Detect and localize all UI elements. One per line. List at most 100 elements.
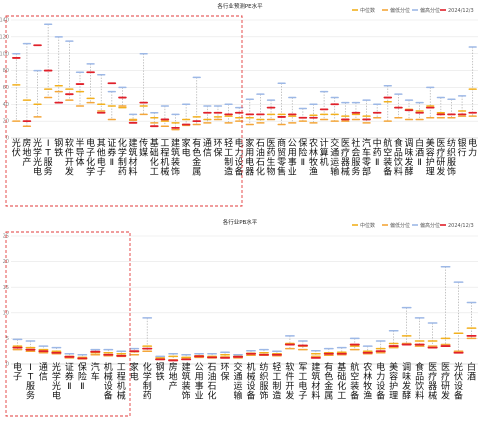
x-category-label: 轻工制造 (224, 137, 233, 178)
x-category-label: I T 服务 (44, 139, 53, 178)
x-category-label: 机械设备 (246, 361, 255, 402)
x-category-label: I T 服务 (26, 363, 35, 402)
x-category-label: 环保 (221, 362, 230, 383)
y-tick-label: 140 (0, 18, 9, 24)
x-category-label: 通信 (39, 362, 48, 383)
x-category-label: 家电 (130, 361, 139, 383)
x-category-label: 医疗器械 (428, 362, 437, 402)
y-tick-label: 120 (0, 34, 9, 40)
x-category-label: 房地产 (169, 361, 178, 392)
x-category-label: 农林牧渔 (309, 137, 318, 178)
pb-chart-title: 各行业PB水平 (223, 218, 258, 226)
pb-chart-ranges (17, 266, 472, 361)
pe-chart-title: 各行业预测PE水平 (217, 2, 263, 10)
x-category-label: 电力设备 (376, 361, 385, 402)
x-category-label: 航空装备 (350, 361, 359, 402)
x-category-label: 社会服务 (351, 137, 360, 178)
x-category-label: 光伏设备 (454, 361, 463, 402)
pe-highlight-box (5, 15, 243, 207)
x-category-label: 白酒 Ⅱ (415, 137, 424, 168)
x-category-label: 建筑材料 (129, 137, 138, 178)
x-category-label: 航空装备 (383, 137, 392, 178)
pe-chart-grid (11, 19, 478, 139)
x-category-label: 化学制药 (118, 137, 127, 178)
x-category-label: 军工电子 (298, 362, 307, 402)
x-category-label: 证券 Ⅱ (65, 362, 74, 392)
x-category-label: 通信 (203, 138, 212, 159)
x-category-label: 医疗研发 (441, 362, 450, 402)
x-category-label: 基础化工 (337, 361, 346, 402)
pb-chart-marks (12, 265, 477, 362)
x-category-label: 证券 Ⅱ (107, 138, 116, 168)
x-category-label: 软件开发 (285, 361, 294, 402)
x-category-label: 保险 Ⅱ (78, 361, 87, 392)
y-tick-label: 10 (3, 310, 9, 316)
x-category-label: 食品饮料 (394, 137, 403, 178)
x-category-label: 医药生物 (267, 138, 276, 178)
pe-chart-marks (12, 23, 477, 131)
x-category-label: 计算机 (320, 137, 329, 168)
x-category-label: 房地产 (22, 137, 31, 168)
x-category-label: 白酒 (467, 361, 476, 383)
x-category-label: 其他电子 (97, 138, 106, 178)
pb-chart-grid (11, 235, 478, 365)
x-category-label: 食品饮料 (415, 361, 424, 402)
x-category-label: 石油石化 (256, 139, 265, 178)
x-category-label: 汽车零部 (362, 137, 371, 178)
pe-chart: 各行业预测PE水平 中位数 偏低分位 偏高分位 2024/12/3 020406… (0, 2, 478, 207)
legend-low-label: 偏低分位 (390, 7, 410, 14)
legend-current-label: 2024/12/3 (448, 8, 474, 14)
x-category-label: 石油石化 (208, 363, 217, 402)
x-category-label: 建筑材料 (311, 361, 320, 402)
x-category-label: 建筑装饰 (171, 137, 180, 178)
x-category-label: 家用电器 (245, 137, 254, 178)
x-category-label: 中药 Ⅱ (373, 137, 382, 168)
x-category-label: 保险 Ⅱ (298, 137, 307, 168)
y-tick-label: 60 (3, 85, 9, 91)
x-category-label: 公用事业 (288, 138, 297, 178)
x-category-label: 纺织服饰 (259, 361, 268, 402)
x-category-label: 调味发酵 (405, 138, 414, 178)
pe-chart-legend: 中位数 偏低分位 偏高分位 2024/12/3 (352, 7, 474, 14)
x-category-label: 汽车 (91, 361, 100, 383)
y-tick-label: 0 (6, 136, 9, 142)
x-category-label: 软件开发 (65, 137, 74, 178)
x-category-label: 美容护理 (426, 137, 435, 178)
x-category-label: 传媒 (139, 137, 148, 159)
y-tick-label: 5 (6, 336, 9, 342)
x-category-label: 电子化学 (86, 137, 95, 178)
y-tick-label: 0 (6, 362, 9, 368)
legend-low-label: 偏低分位 (390, 222, 410, 229)
x-category-label: 基础化工 (150, 137, 159, 178)
x-category-label: 机械设备 (104, 361, 113, 402)
x-category-label: 交通运输 (330, 137, 339, 178)
x-category-label: 调味发酵 (402, 362, 411, 402)
x-category-label: 钢铁 (156, 361, 165, 383)
x-category-label: 公用事业 (195, 362, 204, 402)
x-category-label: 电力设备 (235, 137, 244, 178)
x-category-label: 轻工制造 (272, 361, 281, 402)
pe-chart-ranges (15, 24, 474, 130)
x-category-label: 医疗器械 (341, 138, 350, 178)
x-category-label: 有色金属 (192, 137, 201, 178)
x-category-label: 商贸零售 (277, 137, 286, 178)
x-category-label: 钢铁 (54, 137, 63, 159)
x-category-label: 工程机械 (117, 363, 126, 402)
x-category-label: 环保 (213, 138, 222, 159)
pb-highlight-box (5, 231, 131, 417)
x-category-label: 化学制药 (143, 361, 152, 402)
x-category-label: 电力 (468, 137, 477, 159)
x-category-label: 美容护理 (389, 361, 398, 402)
y-tick-label: 40 (3, 102, 9, 108)
x-category-label: 电子 (13, 361, 22, 383)
legend-high-label: 偏高分位 (420, 222, 440, 229)
x-category-label: 家电 (182, 137, 191, 159)
x-category-label: 银行 (458, 137, 467, 159)
legend-high-label: 偏高分位 (420, 7, 440, 14)
x-category-label: 工程机械 (160, 139, 169, 178)
